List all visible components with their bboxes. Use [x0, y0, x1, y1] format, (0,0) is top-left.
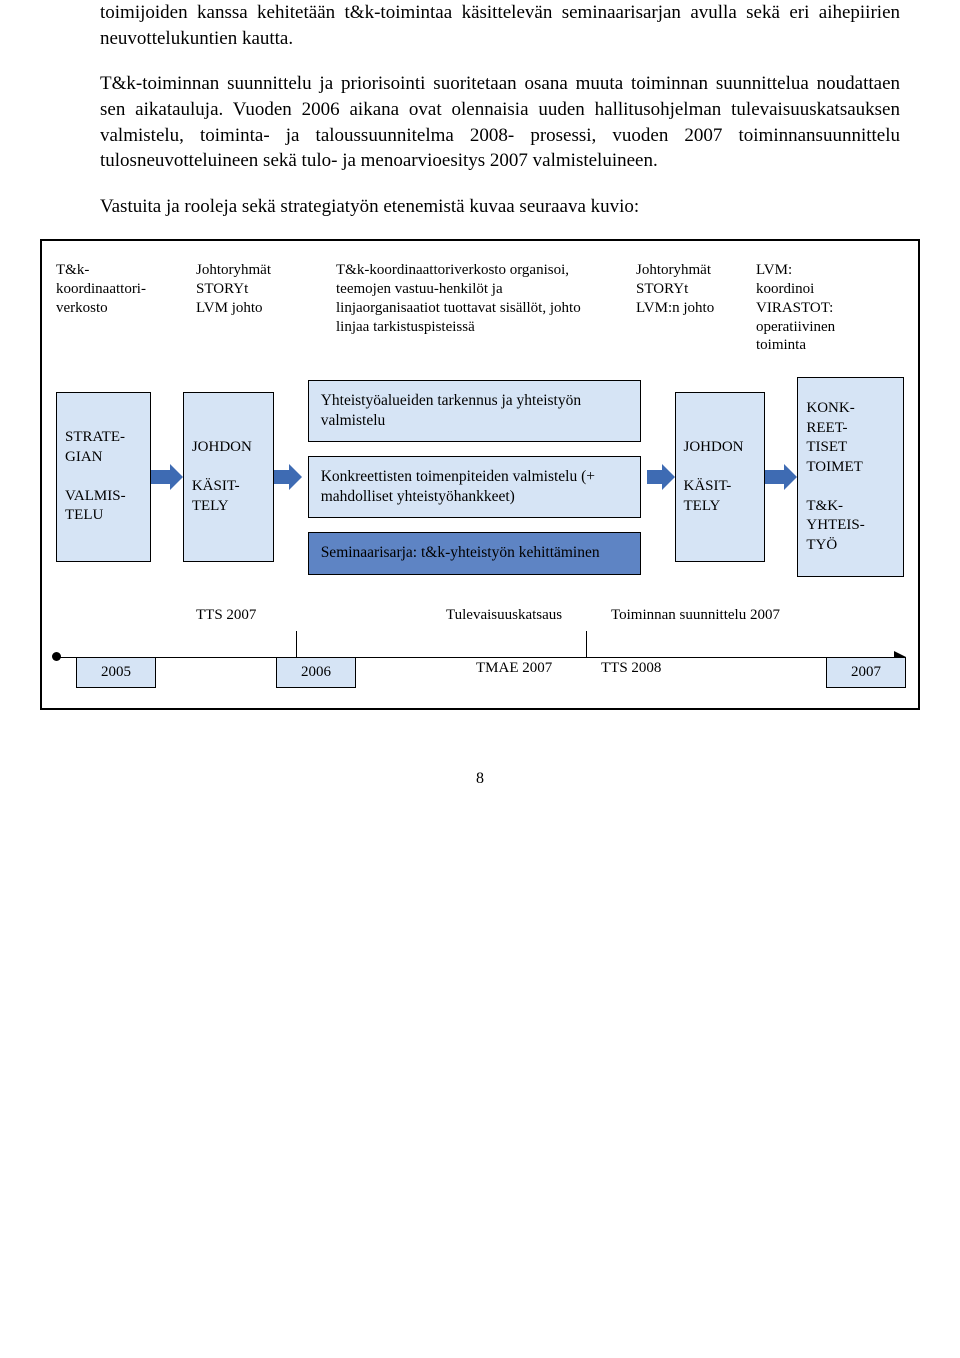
label-col-5: LVM: koordinoi VIRASTOT: operatiivinen t… — [756, 261, 886, 355]
label-col-3: T&k-koordinaattoriverkosto organisoi, te… — [336, 261, 606, 355]
arrow-4 — [765, 464, 797, 490]
flow-box-johdon-2: JOHDON KÄSIT- TELY — [675, 392, 766, 562]
paragraph-2: T&k-toiminnan suunnittelu ja priorisoint… — [100, 71, 900, 174]
year-box-2007: 2007 — [826, 657, 906, 688]
arrow-1 — [151, 464, 183, 490]
label-col-1: T&k- koordinaattori- verkosto — [56, 261, 186, 355]
label-col-4: Johtoryhmät STORYt LVM:n johto — [636, 261, 746, 355]
timeline-tick-2 — [586, 631, 587, 657]
arrow-2 — [274, 464, 302, 490]
paragraph-3: Vastuita ja rooleja sekä strategiatyön e… — [100, 194, 900, 220]
paragraph-1: toimijoiden kanssa kehitetään t&k-toimin… — [100, 0, 900, 51]
mid-stack: Yhteistyöalueiden tarkennus ja yhteistyö… — [302, 380, 647, 575]
tl-sub-2: TTS 2008 — [601, 660, 661, 677]
flow-box-toimet: KONK- REET- TISET TOIMET T&K- YHTEIS- TY… — [797, 377, 904, 577]
flow-box-johdon-1: JOHDON KÄSIT- TELY — [183, 392, 274, 562]
flow-row: STRATE- GIAN VALMIS- TELU JOHDON KÄSIT- … — [56, 377, 904, 577]
mid-box-2: Konkreettisten toimenpiteiden valmistelu… — [308, 456, 641, 518]
label-col-2: Johtoryhmät STORYt LVM johto — [196, 261, 306, 355]
arrow-3 — [647, 464, 675, 490]
timeline: TTS 2007 Tulevaisuuskatsaus Toiminnan su… — [56, 607, 904, 692]
diagram-labels-row: T&k- koordinaattori- verkosto Johtoryhmä… — [56, 261, 904, 355]
page-number: 8 — [40, 770, 920, 788]
mid-box-1: Yhteistyöalueiden tarkennus ja yhteistyö… — [308, 380, 641, 442]
tl-top-1: TTS 2007 — [196, 607, 256, 624]
timeline-tick-1 — [296, 631, 297, 657]
mid-box-3: Seminaarisarja: t&k-yhteistyön kehittämi… — [308, 532, 641, 574]
timeline-axis — [56, 657, 904, 658]
tl-top-2: Tulevaisuuskatsaus — [446, 607, 562, 624]
strategy-diagram: T&k- koordinaattori- verkosto Johtoryhmä… — [40, 239, 920, 710]
year-box-2006: 2006 — [276, 657, 356, 688]
flow-box-strategian: STRATE- GIAN VALMIS- TELU — [56, 392, 151, 562]
tl-sub-1: TMAE 2007 — [476, 660, 552, 677]
year-box-2005: 2005 — [76, 657, 156, 688]
tl-top-3: Toiminnan suunnittelu 2007 — [611, 607, 780, 624]
